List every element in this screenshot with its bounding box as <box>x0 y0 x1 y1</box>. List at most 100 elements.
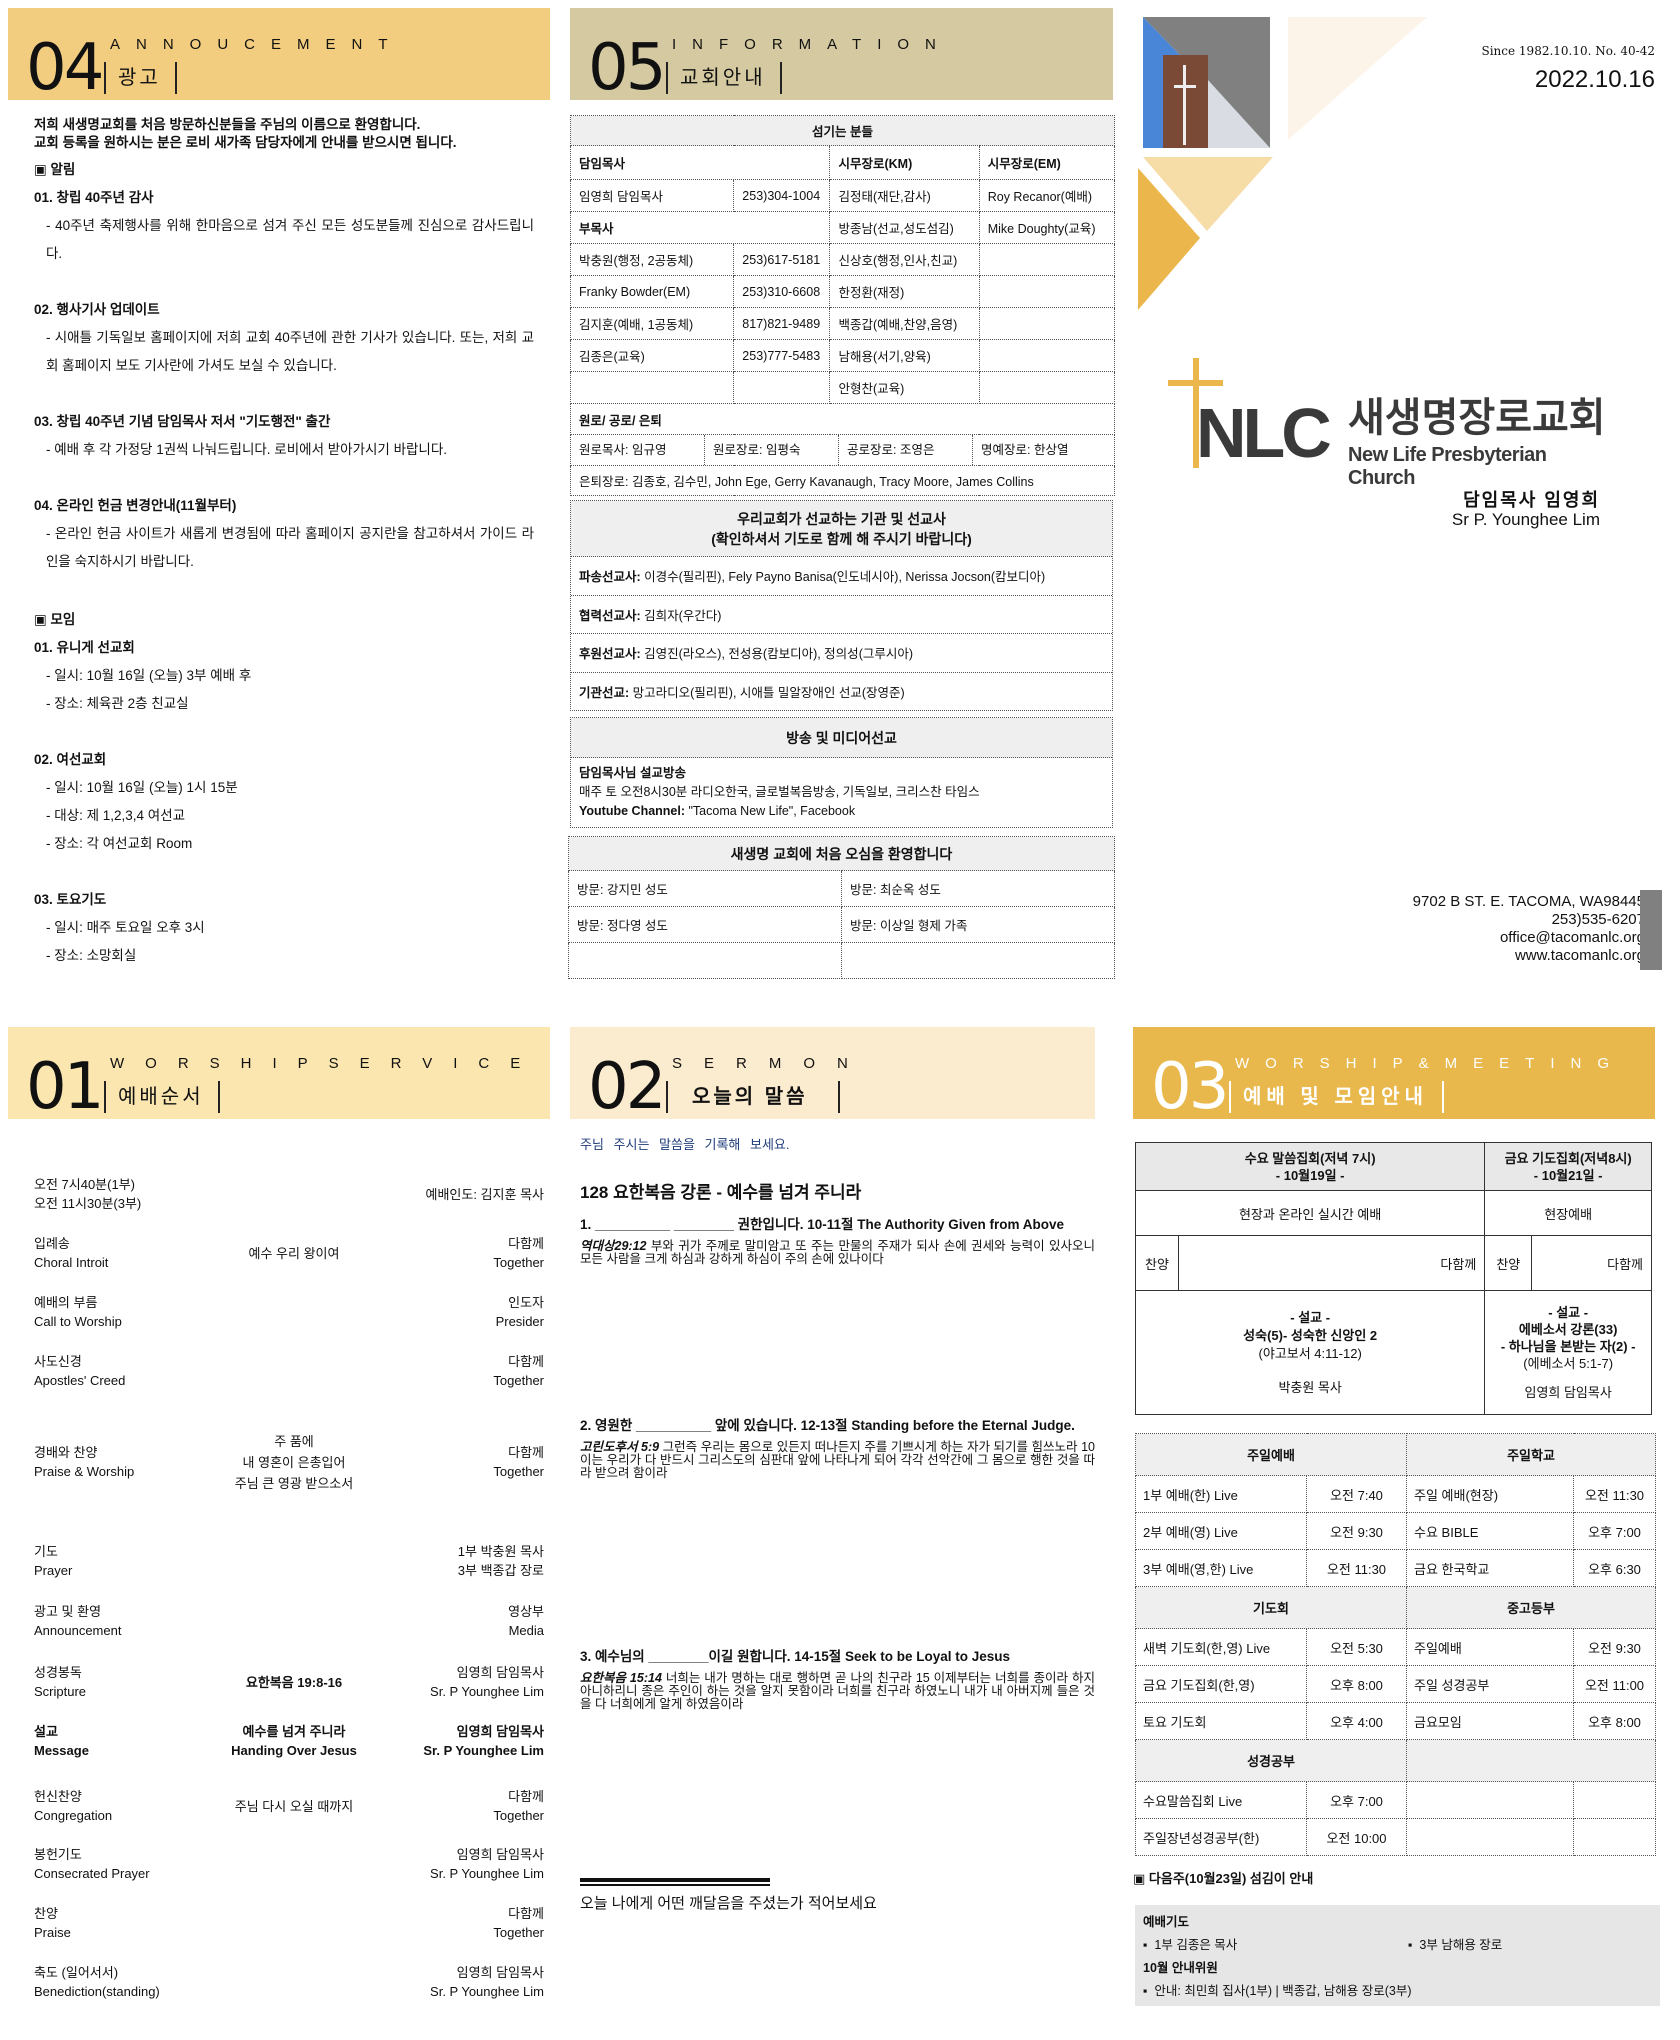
verse-reference: 역대상29:12 <box>580 1239 647 1253</box>
emeritus-elder: 공로장로: 조영은 <box>839 435 973 465</box>
section-english-title: SERMON <box>672 1055 870 1072</box>
sermon-verse: 고린도후서 5:9 그런즉 우리는 몸으로 있든지 떠나든지 주를 기쁘시게 하… <box>580 1441 1095 1480</box>
staff-phone: 253)777-5483 <box>733 339 831 372</box>
staff-row: 박충원(행정, 2공동체) 253)617-5181 신상호(행정,인사,친교) <box>569 243 1116 276</box>
item-leader: 다함께 <box>508 1906 544 1921</box>
item-english: Choral Introit <box>34 1255 109 1270</box>
item-leader: 영상부 <box>508 1604 544 1619</box>
sermon-point-heading: 1. __________ ________ 권한입니다. 10-11절 The… <box>580 1217 1064 1232</box>
staff-row: 김지훈(예배, 1공동체) 817)821-9489 백종갑(예배,찬양,음영) <box>569 307 1116 340</box>
staff-name: 김지훈(예배, 1공동체) <box>569 307 735 340</box>
schedule-row: 새벽 기도회(한,영) Live 오전 5:30 주일예배 오전 9:30 <box>1135 1628 1656 1666</box>
schedule-time: 오후 8:00 <box>1306 1665 1407 1703</box>
schedule-group-header: 주일예배 주일학교 <box>1135 1433 1656 1476</box>
section-number: 05 <box>588 31 666 105</box>
staff-em-elder <box>978 307 1116 340</box>
wednesday-date: - 10월19일 - <box>1275 1167 1345 1183</box>
schedule-event: 주일 예배(현장) <box>1406 1475 1574 1513</box>
km-elders-label: 시무장로(KM) <box>829 145 980 180</box>
item-korean: 경배와 찬양 <box>34 1445 98 1460</box>
item-leader: 3부 백종갑 장로 <box>457 1563 544 1578</box>
welcome-line: 교회 등록을 원하시는 분은 로비 새가족 담당자에게 안내를 받으시면 됩니다… <box>34 135 457 150</box>
notice-line: - 40주년 축제행사를 위해 한마음으로 섬겨 주신 모든 성도분들께 진심으… <box>46 218 534 261</box>
notice-title: 04. 온라인 헌금 변경안내(11월부터) <box>34 498 237 513</box>
staff-km-elder: 안형찬(교육) <box>829 371 980 404</box>
prayer-label: 예배기도 <box>1143 1915 1190 1929</box>
schedule-event: 주일 성경공부 <box>1406 1665 1574 1703</box>
schedule-event: 2부 예배(영) Live <box>1135 1512 1307 1550</box>
church-name-en: New Life Presbyterian Church <box>1348 444 1547 489</box>
notice-line: - 일시: 매주 토요일 오후 3시 <box>46 920 205 935</box>
section-english-title: ANNOUCEMENT <box>110 36 404 53</box>
gold-triangle <box>1138 168 1200 310</box>
sermon-verse: 요한복음 15:14 너희는 내가 명하는 대로 행하면 곧 나의 친구라 15… <box>580 1672 1095 1711</box>
item-korean: 성경봉독 <box>34 1665 82 1680</box>
item-korean: 기도 <box>34 1544 58 1559</box>
staff-row: 임영희 담임목사 253)304-1004 김정태(재단,감사) Roy Recano… <box>569 179 1116 212</box>
wednesday-format: 현장과 온라인 실시간 예배 <box>1134 1190 1486 1236</box>
schedule-row: 1부 예배(한) Live 오전 7:40 주일 예배(현장) 오전 11:30 <box>1135 1475 1656 1513</box>
notice-title: 01. 창립 40주년 감사 <box>34 190 154 205</box>
cover-date: 2022.10.16 <box>1534 66 1655 93</box>
friday-preacher: 임영희 담임목사 <box>1524 1385 1612 1400</box>
senior-pastor-label: 담임목사 <box>569 145 831 180</box>
notice-line: - 장소: 체육관 2층 친교실 <box>46 696 189 711</box>
friday-sermon-sub: - 하나님을 본받는 자(2) - <box>1500 1339 1636 1354</box>
visitor-name: 방문: 강지민 성도 <box>568 870 842 907</box>
staff-em-elder <box>978 275 1116 308</box>
staff-em-elder <box>978 371 1116 404</box>
staff-row: 안형찬(교육) <box>569 371 1116 404</box>
mission-row: 협력선교사: 김희자(우간다) <box>571 596 1112 634</box>
schedule-time: 오전 11:00 <box>1573 1665 1656 1703</box>
item-english: Scripture <box>34 1684 87 1699</box>
schedule-row: 금요 기도집회(한,영) 오후 8:00 주일 성경공부 오전 11:00 <box>1135 1665 1656 1703</box>
visitor-name <box>568 942 842 979</box>
item-leader: 다함께 <box>508 1236 544 1251</box>
schedule-event <box>1406 1781 1574 1819</box>
staff-table: 섬기는 분들 담임목사 시무장로(KM) 시무장로(EM) 임영희 담임목사 253)… <box>569 115 1116 496</box>
website-link[interactable]: www.tacomanlc.org <box>1514 947 1645 964</box>
service-times-row: 오전 7시40분(1부) 오전 11시30분(3부) 예배인도: 김지훈 목사 <box>34 1175 544 1215</box>
schedule-event: 새벽 기도회(한,영) Live <box>1135 1628 1307 1666</box>
staff-km-elder: 신상호(행정,인사,친교) <box>829 243 980 276</box>
wednesday-scripture: (야고보서 4:11-12) <box>1258 1345 1362 1361</box>
verse-text: 부와 귀가 주께로 말미암고 또 주는 만물의 주재가 되사 손에 권세와 능력… <box>580 1239 1095 1266</box>
wednesday-sermon-title: 성숙(5)- 성숙한 신앙인 2 <box>1243 1327 1378 1343</box>
staff-km-elder: 백종갑(예배,찬양,음영) <box>829 307 980 340</box>
missions-subtitle: (확인하셔서 기도로 함께 해 주시기 바랍니다) <box>711 531 972 547</box>
mission-text: 망고라디오(필리핀), 시애틀 밀알장애인 선교(장영준) <box>629 686 905 701</box>
schedule-time: 오후 8:00 <box>1573 1702 1656 1740</box>
item-detail: 예수를 넘겨 주니라 <box>242 1724 346 1739</box>
worship-order-item: 입례송 Choral Introit 예수 우리 왕이여 다함께 Together <box>34 1234 544 1274</box>
schedule-row: 수요말씀집회 Live 오후 7:00 <box>1135 1781 1656 1819</box>
weekly-schedule-table: 주일예배 주일학교 1부 예배(한) Live 오전 7:40 주일 예배(현장) 오전 … <box>1135 1433 1656 1856</box>
schedule-row: 3부 예배(영,한) Live 오전 11:30 금요 한국학교 오후 6:30 <box>1135 1549 1656 1587</box>
sermon-point-heading: 3. 예수님의 ________이길 원합니다. 14-15절 Seek to … <box>580 1649 1011 1664</box>
item-english: Consecrated Prayer <box>34 1866 150 1881</box>
item-leader: Sr. P Younghee Lim <box>430 1984 544 1999</box>
visitors-title: 새생명 교회에 처음 오심을 환영합니다 <box>568 836 1115 871</box>
announcement-header: 04 ANNOUCEMENT 광고 <box>8 8 550 100</box>
staff-em-elder <box>978 243 1116 276</box>
logo-mark: NLC <box>1196 394 1332 472</box>
section-number: 01 <box>26 1050 104 1124</box>
item-detail: 예수 우리 왕이여 <box>248 1246 340 1261</box>
email-link[interactable]: office@tacomanlc.org <box>1499 929 1645 946</box>
mission-label: 협력선교사: <box>579 608 641 623</box>
wednesday-title: 수요 말씀집회(저녁 7시) <box>1244 1150 1376 1166</box>
meeting-header: 03 WORSHIP&MEETING 예배 및 모임안내 <box>1133 1027 1655 1119</box>
schedule-time: 오전 11:30 <box>1573 1475 1656 1513</box>
visitor-name: 방문: 이상일 형제 가족 <box>841 906 1115 943</box>
item-leader: Media <box>508 1623 544 1638</box>
section-english-title: WORSHIP&MEETING <box>1235 1055 1626 1072</box>
item-leader: 인도자 <box>508 1295 544 1310</box>
item-english: Message <box>34 1743 89 1758</box>
worship-leader: 예배인도: 김지훈 목사 <box>425 1187 544 1202</box>
schedule-event: 주일장년성경공부(한) <box>1135 1818 1307 1856</box>
section-english-title: INFORMATION <box>672 36 952 53</box>
next-week-box: 예배기도 ▪ 1부 김종은 목사 ▪ 3부 남해용 장로 10월 안내위원 ▪ 안… <box>1135 1905 1660 2006</box>
staff-phone <box>733 371 831 404</box>
emeritus-label: 원로/ 공로/ 은퇴 <box>570 403 1115 435</box>
prayer-item: ▪ 3부 남해용 장로 <box>1408 1938 1503 1952</box>
item-detail: 주님 다시 오실 때까지 <box>234 1799 354 1814</box>
